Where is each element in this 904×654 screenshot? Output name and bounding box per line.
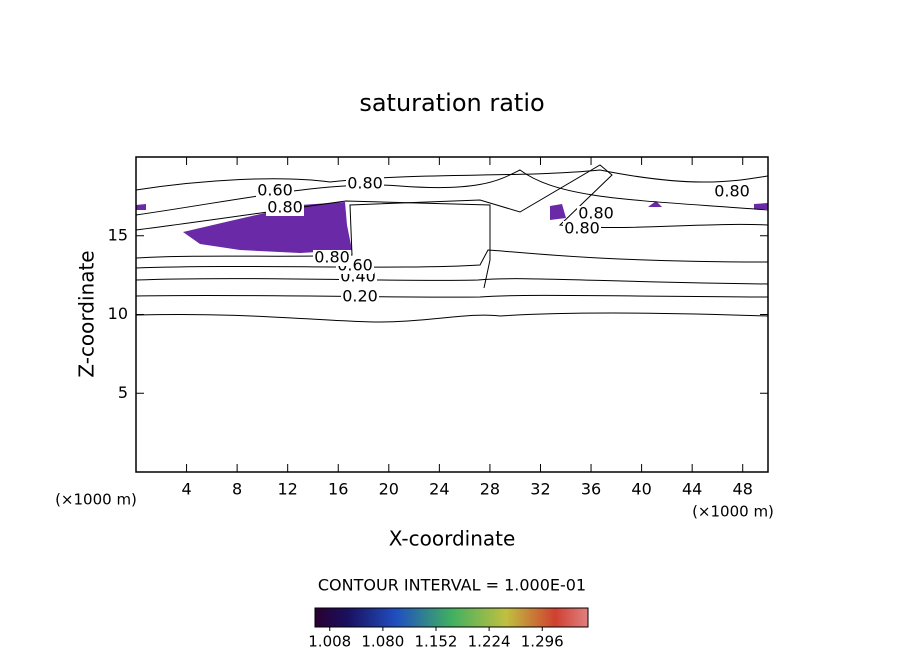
contour-label: 0.20 bbox=[342, 287, 378, 306]
shaded-region bbox=[136, 204, 146, 210]
shaded-region bbox=[754, 203, 768, 209]
contour-label-bg bbox=[266, 200, 304, 216]
contour-label: 0.80 bbox=[578, 204, 614, 223]
x-unit: (×1000 m) bbox=[692, 503, 774, 521]
contour-line bbox=[135, 312, 769, 323]
colorbar-tick-label: 1.296 bbox=[521, 633, 564, 651]
x-axis-title: X-coordinate bbox=[389, 527, 516, 551]
contour-label-bg bbox=[341, 289, 379, 305]
contour-interval: CONTOUR INTERVAL = 1.000E-01 bbox=[318, 576, 586, 595]
x-tick-label: 40 bbox=[631, 480, 651, 499]
chart-title: saturation ratio bbox=[359, 89, 544, 117]
contour-line bbox=[135, 164, 769, 259]
contour-line bbox=[135, 200, 491, 289]
x-tick-label: 32 bbox=[530, 480, 550, 499]
x-tick-label: 8 bbox=[232, 480, 242, 499]
x-tick-label: 28 bbox=[480, 480, 500, 499]
contour-label: 0.80 bbox=[267, 198, 303, 217]
contour-label-bg bbox=[313, 250, 351, 266]
x-tick-label: 24 bbox=[429, 480, 449, 499]
contour-line bbox=[135, 294, 769, 298]
y-axis-title: Z-coordinate bbox=[75, 250, 99, 377]
contour-label: 0.60 bbox=[257, 181, 293, 200]
colorbar-tick-label: 1.224 bbox=[468, 633, 511, 651]
contour-line bbox=[135, 169, 769, 216]
contour-line bbox=[135, 249, 769, 269]
contour-label: 0.80 bbox=[564, 219, 600, 238]
y-unit: (×1000 m) bbox=[55, 491, 137, 509]
contour-label-bg bbox=[713, 184, 751, 200]
contour-line bbox=[135, 169, 769, 191]
colorbar-tick-label: 1.080 bbox=[361, 633, 404, 651]
contour-label: 0.80 bbox=[347, 174, 383, 193]
shaded-region bbox=[550, 204, 566, 220]
contour-label-bg bbox=[563, 221, 601, 237]
x-tick-label: 4 bbox=[181, 480, 191, 499]
x-tick-label: 48 bbox=[733, 480, 753, 499]
y-tick-label: 15 bbox=[108, 225, 128, 244]
colorbar-tick-label: 1.008 bbox=[308, 633, 351, 651]
x-tick-label: 20 bbox=[379, 480, 399, 499]
colorbar-tick-label: 1.152 bbox=[415, 633, 458, 651]
colorbar bbox=[314, 607, 589, 628]
contour-line bbox=[135, 278, 769, 285]
contour-label: 0.80 bbox=[314, 248, 350, 267]
contour-label-bg bbox=[577, 206, 615, 222]
y-tick-label: 10 bbox=[108, 304, 128, 323]
y-tick-label: 5 bbox=[118, 383, 128, 402]
x-tick-label: 36 bbox=[581, 480, 601, 499]
x-tick-label: 44 bbox=[682, 480, 702, 499]
shaded-region bbox=[183, 202, 352, 253]
shaded-region bbox=[648, 201, 662, 207]
x-tick-label: 16 bbox=[328, 480, 348, 499]
contour-label-bg bbox=[346, 176, 384, 192]
contour-label: 0.80 bbox=[714, 182, 750, 201]
contour-label-bg bbox=[256, 183, 294, 199]
x-tick-label: 12 bbox=[278, 480, 298, 499]
